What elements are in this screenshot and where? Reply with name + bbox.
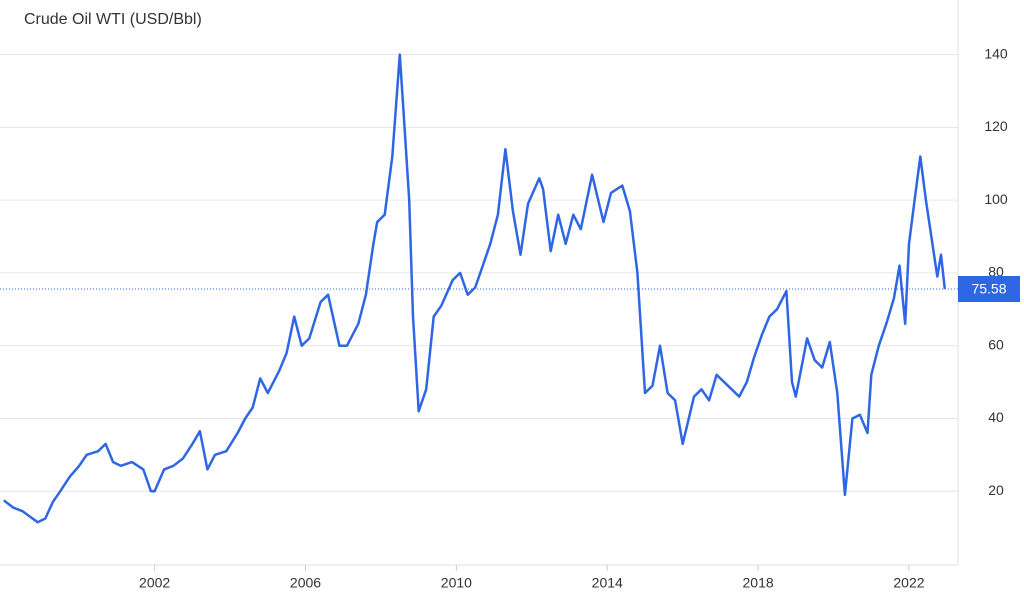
y-tick-label: 80 (988, 264, 1004, 280)
x-tick-label: 2014 (592, 575, 623, 591)
x-tick-label: 2002 (139, 575, 170, 591)
y-tick-label: 100 (984, 191, 1008, 207)
y-tick-label: 20 (988, 482, 1004, 498)
chart-title: Crude Oil WTI (USD/Bbl) (24, 11, 202, 28)
y-tick-label: 60 (988, 336, 1004, 352)
y-tick-label: 120 (984, 118, 1008, 134)
y-tick-label: 40 (988, 409, 1004, 425)
price-line (3, 53, 947, 524)
x-tick-label: 2010 (441, 575, 472, 591)
last-value-label: 75.58 (971, 281, 1006, 297)
x-tick-label: 2018 (743, 575, 774, 591)
last-value-badge (958, 275, 1020, 302)
x-tick-label: 2022 (893, 575, 924, 591)
x-tick-label: 2006 (290, 575, 321, 591)
y-tick-label: 140 (984, 45, 1008, 61)
